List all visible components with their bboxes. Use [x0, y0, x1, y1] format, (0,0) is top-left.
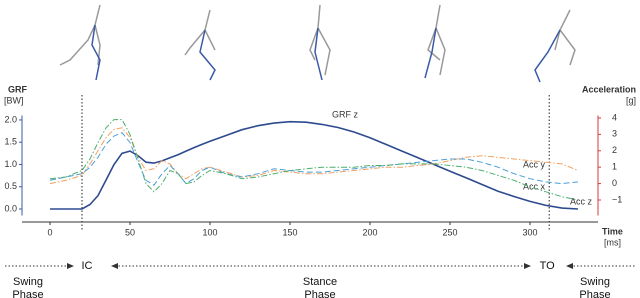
series-line: [49, 119, 579, 201]
x-tick-label: 100: [202, 227, 217, 237]
y-label: GRF: [8, 84, 28, 94]
event-label: IC: [82, 260, 93, 272]
y2-unit: [g]: [626, 95, 636, 105]
x-tick-label: 300: [522, 227, 537, 237]
y2-tick-label: 0: [612, 178, 617, 188]
x-unit: [ms]: [604, 237, 621, 247]
series-label: Acc z: [570, 196, 593, 206]
series-label: GRF z: [332, 109, 358, 119]
x-tick-label: 50: [125, 227, 135, 237]
y2-tick-label: 1: [612, 162, 617, 172]
phase-label: Phase: [579, 289, 610, 298]
y2-tick-label: −1: [612, 194, 622, 204]
series-line: [49, 127, 579, 185]
phase-label: Swing: [580, 276, 610, 288]
y-tick-label: 0.5: [4, 181, 17, 191]
series-label: Acc x: [523, 181, 546, 191]
x-label: Time: [602, 226, 623, 236]
x-tick-label: 200: [362, 227, 377, 237]
series-label: Acc y: [523, 159, 546, 169]
y-tick-label: 1.0: [4, 159, 17, 169]
y2-tick-label: 4: [612, 112, 617, 122]
stick-figures: [59, 4, 576, 83]
y-tick-label: 2.0: [4, 114, 17, 124]
phase-label: Stance: [303, 276, 337, 288]
series-line: [49, 132, 579, 186]
y2-tick-label: 3: [612, 129, 617, 139]
y-unit: [BW]: [4, 95, 24, 105]
phase-label: Swing: [13, 276, 43, 288]
phase-label: Phase: [304, 289, 335, 298]
y-tick-label: 1.5: [4, 137, 17, 147]
y2-tick-label: 2: [612, 145, 617, 155]
phase-label: Phase: [12, 289, 43, 298]
x-tick-label: 150: [282, 227, 297, 237]
y-tick-label: 0.0: [4, 203, 17, 213]
x-tick-label: 0: [47, 227, 52, 237]
series-line: [50, 120, 579, 210]
event-label: TO: [540, 260, 556, 272]
y2-label: Acceleration: [582, 84, 636, 94]
arrow-heads: [67, 263, 573, 269]
x-tick-label: 250: [442, 227, 457, 237]
